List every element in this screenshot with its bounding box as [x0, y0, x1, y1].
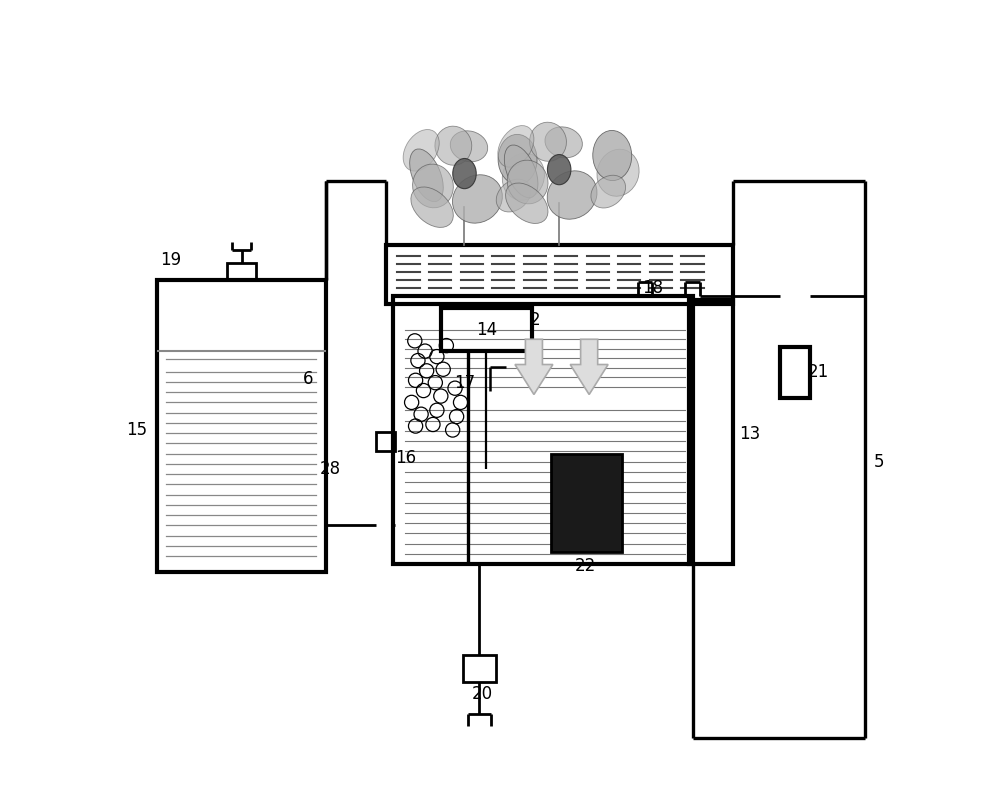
Ellipse shape: [547, 171, 597, 219]
Bar: [551, 454, 622, 552]
Ellipse shape: [545, 127, 582, 158]
Ellipse shape: [450, 131, 488, 162]
Ellipse shape: [547, 155, 571, 185]
Ellipse shape: [403, 129, 439, 171]
Ellipse shape: [452, 175, 502, 223]
Text: 14: 14: [476, 321, 497, 338]
Text: 21: 21: [807, 364, 829, 381]
Text: 16: 16: [395, 449, 416, 466]
Bar: [393, 296, 693, 564]
Text: 20: 20: [471, 686, 492, 703]
Polygon shape: [515, 339, 553, 394]
Ellipse shape: [498, 134, 537, 185]
Bar: [689, 300, 733, 564]
Text: 18: 18: [642, 279, 663, 297]
Polygon shape: [570, 339, 608, 394]
Text: 5: 5: [873, 453, 884, 470]
Text: 22: 22: [575, 557, 596, 574]
Ellipse shape: [504, 145, 538, 198]
Ellipse shape: [506, 183, 548, 223]
Text: 13: 13: [739, 425, 760, 443]
Bar: [376, 432, 395, 451]
Bar: [441, 308, 532, 351]
Text: 17: 17: [454, 374, 475, 391]
Ellipse shape: [435, 126, 472, 165]
Ellipse shape: [597, 149, 639, 196]
Bar: [157, 280, 326, 572]
Bar: [463, 655, 496, 682]
Ellipse shape: [498, 125, 534, 167]
Bar: [780, 347, 810, 398]
Text: 15: 15: [126, 421, 148, 439]
Text: 28: 28: [320, 460, 341, 477]
Ellipse shape: [593, 130, 632, 181]
Ellipse shape: [410, 149, 443, 202]
Ellipse shape: [502, 153, 544, 200]
Ellipse shape: [413, 164, 453, 208]
Text: 6: 6: [303, 370, 314, 387]
Text: 19: 19: [160, 252, 182, 269]
Text: 2: 2: [530, 311, 541, 328]
Bar: [386, 245, 733, 304]
Ellipse shape: [411, 187, 453, 227]
Ellipse shape: [507, 160, 548, 204]
Ellipse shape: [453, 159, 476, 189]
Ellipse shape: [496, 179, 531, 212]
Ellipse shape: [591, 175, 626, 208]
Ellipse shape: [530, 122, 566, 161]
Bar: [227, 263, 256, 280]
